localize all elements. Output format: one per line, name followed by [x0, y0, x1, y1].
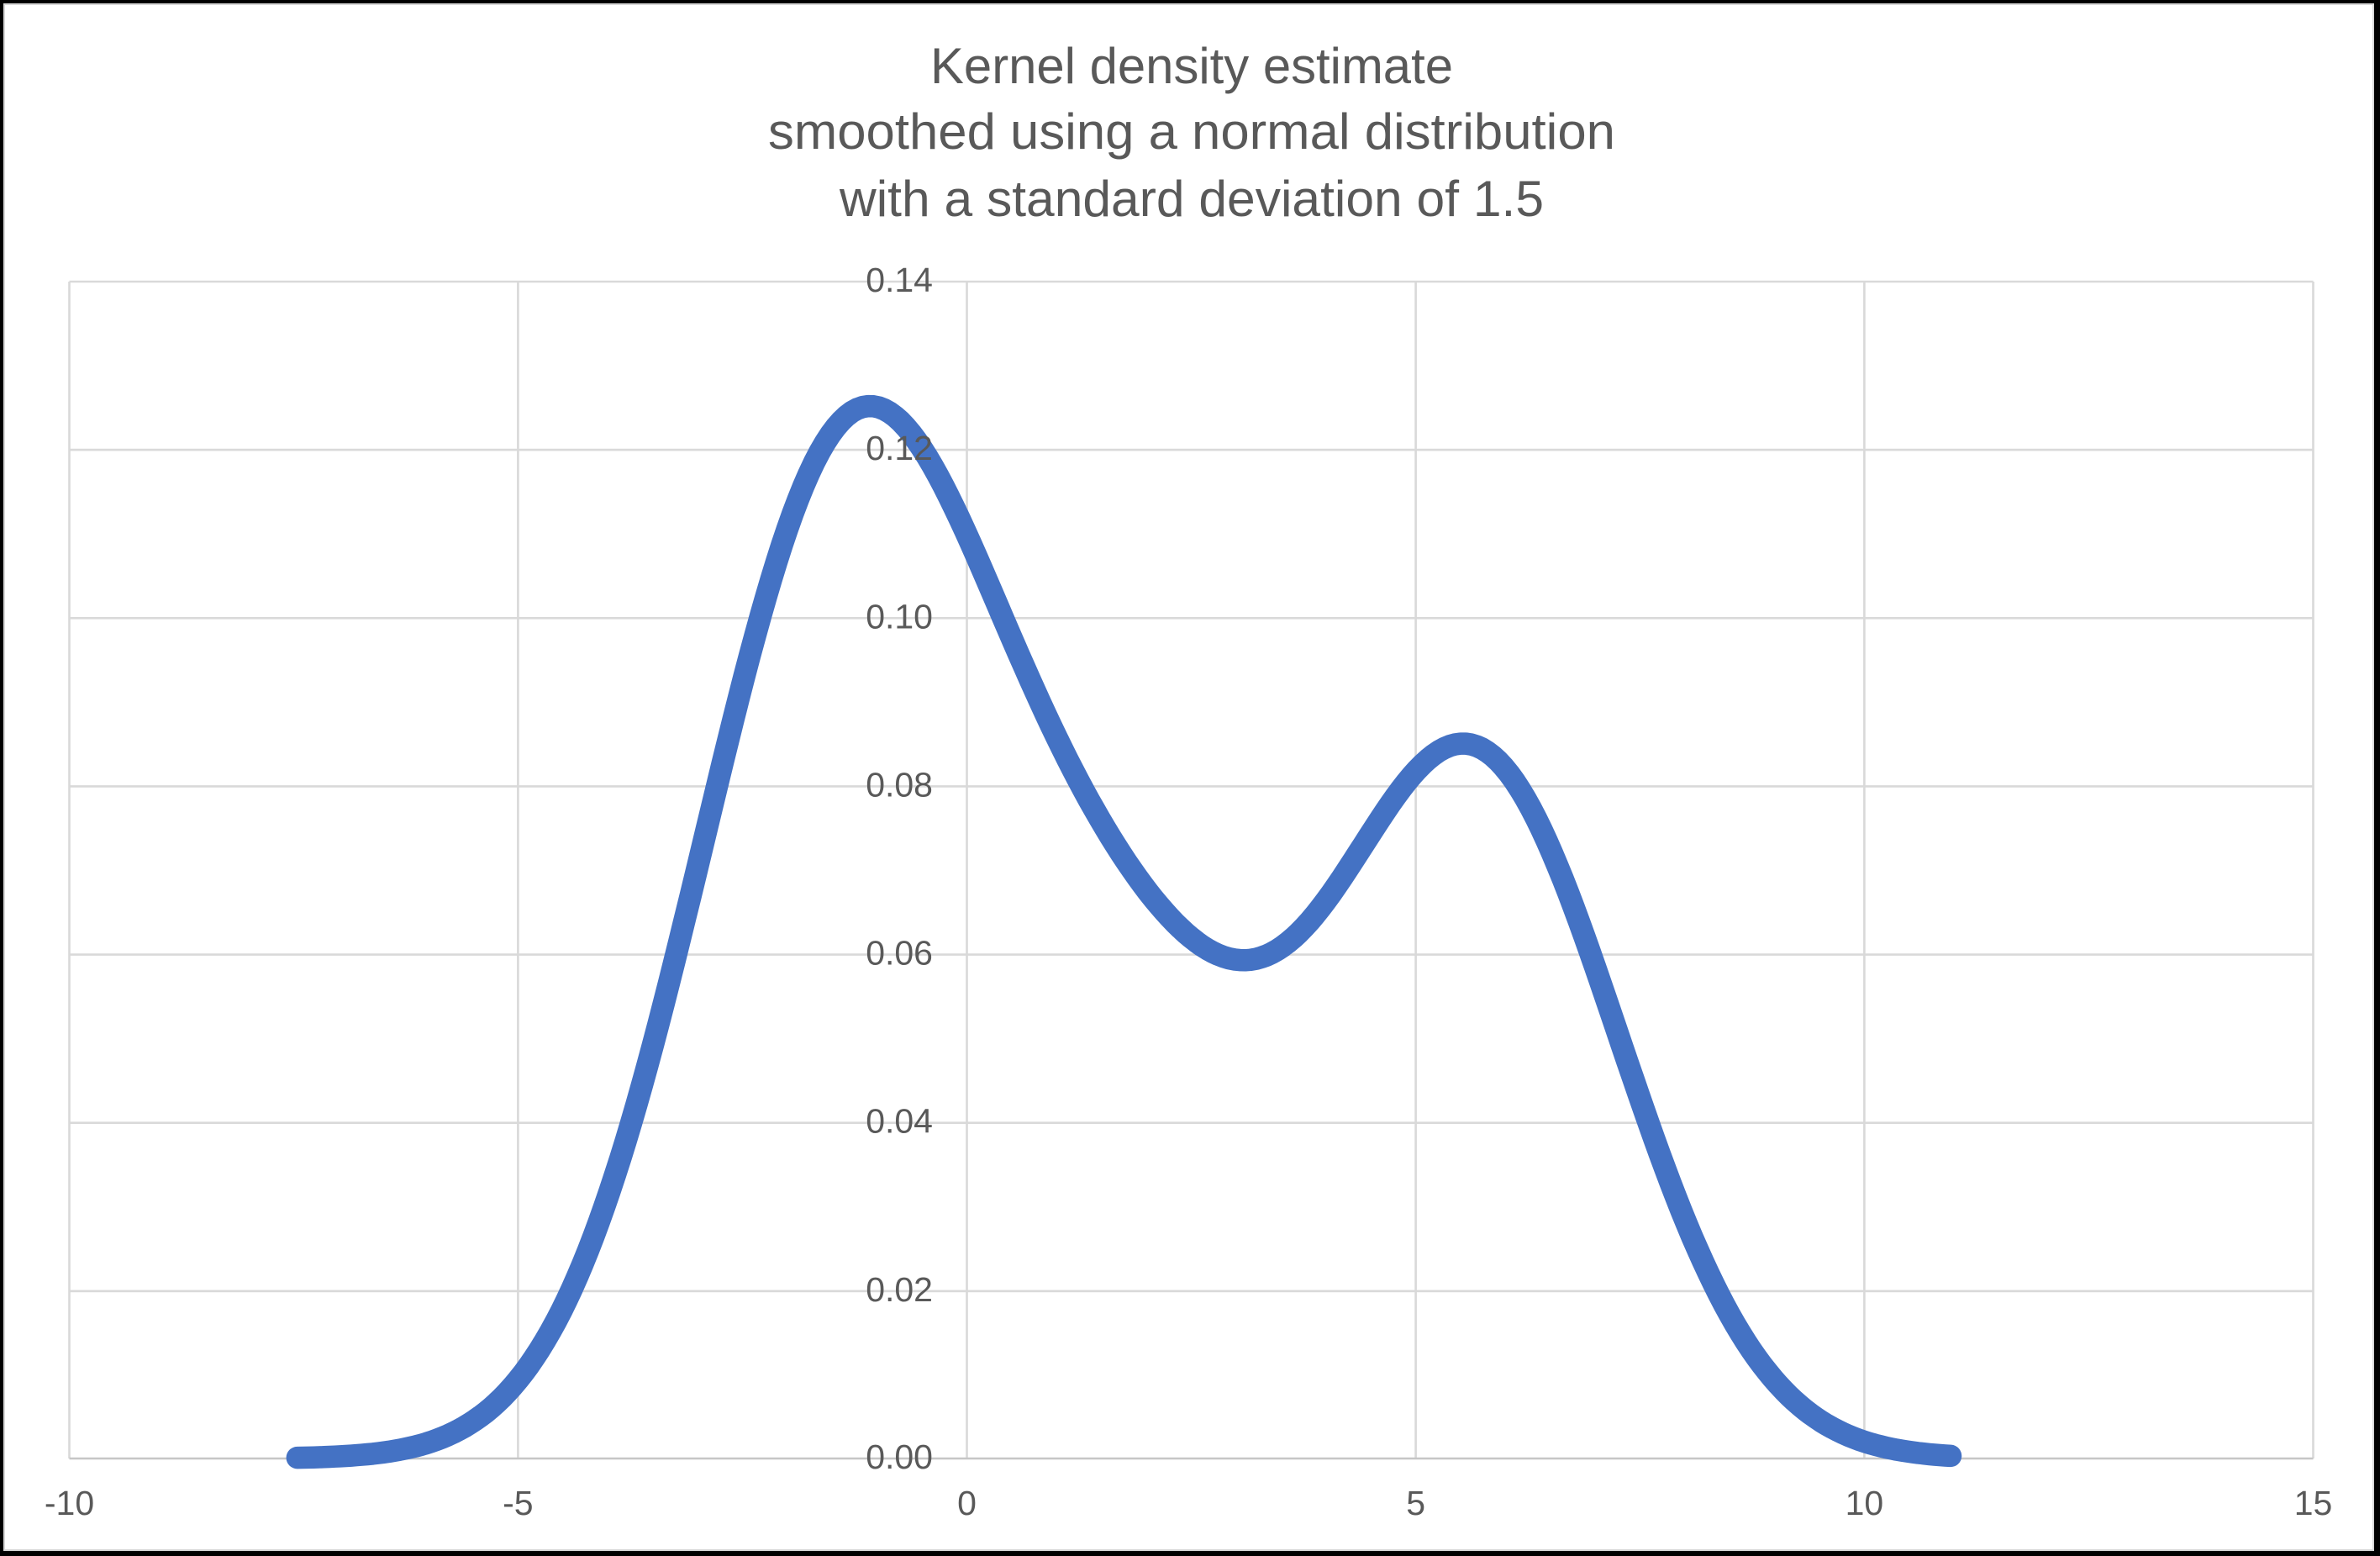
svg-text:-5: -5: [503, 1484, 533, 1522]
svg-text:0.00: 0.00: [866, 1437, 933, 1476]
svg-text:0.14: 0.14: [866, 261, 933, 299]
svg-text:smoothed using a normal distri: smoothed using a normal distribution: [768, 103, 1615, 160]
svg-text:0: 0: [957, 1484, 977, 1522]
svg-text:15: 15: [2294, 1484, 2333, 1522]
svg-text:0.08: 0.08: [866, 765, 933, 804]
svg-text:0.02: 0.02: [866, 1270, 933, 1309]
svg-text:10: 10: [1846, 1484, 1884, 1522]
svg-text:5: 5: [1406, 1484, 1425, 1522]
svg-text:-10: -10: [45, 1484, 94, 1522]
svg-text:0.12: 0.12: [866, 429, 933, 467]
svg-text:0.10: 0.10: [866, 597, 933, 636]
svg-text:with a standard deviation of 1: with a standard deviation of 1.5: [839, 171, 1544, 227]
svg-text:0.04: 0.04: [866, 1102, 933, 1141]
svg-text:0.06: 0.06: [866, 934, 933, 973]
svg-text:Kernel density estimate: Kernel density estimate: [930, 38, 1453, 94]
